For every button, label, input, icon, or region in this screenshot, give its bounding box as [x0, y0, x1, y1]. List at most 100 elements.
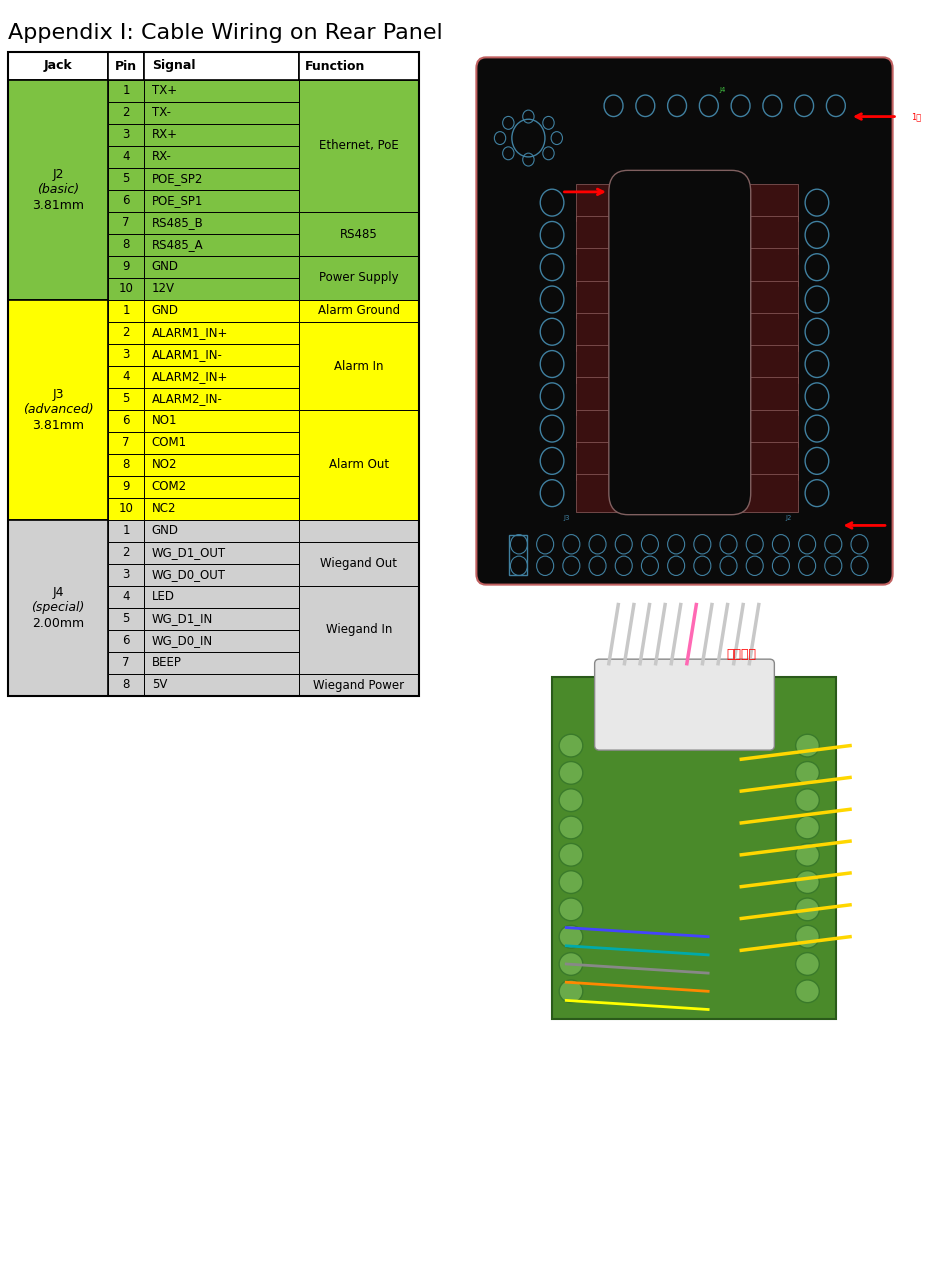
Bar [108, 322, 144, 343]
Bar [144, 366, 299, 388]
Bar [8, 520, 108, 696]
Text: 7: 7 [122, 436, 130, 449]
Bar [144, 279, 299, 300]
Text: 5: 5 [122, 173, 130, 186]
Bar [575, 248, 632, 286]
Bar [108, 410, 144, 432]
Text: Alarm Ground: Alarm Ground [317, 304, 400, 318]
Circle shape [794, 898, 818, 921]
Text: Jack: Jack [44, 60, 72, 73]
Text: TX-: TX- [151, 107, 171, 120]
Bar [575, 443, 632, 480]
Text: Function: Function [304, 60, 365, 73]
Text: 2: 2 [122, 107, 130, 120]
Text: 2: 2 [122, 547, 130, 560]
Circle shape [559, 843, 582, 866]
Text: 9: 9 [122, 261, 130, 273]
Text: 3: 3 [122, 569, 130, 581]
Bar [108, 586, 144, 608]
Text: RS485: RS485 [340, 228, 378, 240]
Bar [144, 52, 299, 80]
Text: NC2: NC2 [151, 502, 176, 515]
Circle shape [794, 843, 818, 866]
Bar [108, 52, 144, 80]
Bar [144, 499, 299, 520]
Text: Power Supply: Power Supply [319, 271, 398, 285]
Bar [144, 80, 299, 102]
Bar [108, 674, 144, 696]
Text: 3: 3 [122, 349, 130, 361]
Text: 10: 10 [119, 502, 134, 515]
Text: (advanced): (advanced) [22, 403, 93, 416]
Text: Alarm In: Alarm In [334, 360, 383, 373]
Bar [108, 366, 144, 388]
FancyBboxPatch shape [594, 659, 774, 750]
Text: 6: 6 [122, 635, 130, 647]
Text: J4: J4 [52, 586, 64, 599]
Bar [299, 80, 419, 212]
Text: 7: 7 [122, 216, 130, 229]
Bar [108, 499, 144, 520]
Text: Pin: Pin [115, 60, 137, 73]
Text: 3.81mm: 3.81mm [32, 198, 84, 212]
Bar [144, 630, 299, 653]
Bar [108, 146, 144, 168]
Bar [108, 190, 144, 212]
Text: Ethernet, PoE: Ethernet, PoE [319, 140, 398, 153]
Circle shape [794, 734, 818, 757]
Circle shape [559, 953, 582, 976]
Bar [575, 184, 632, 221]
Text: 5: 5 [122, 613, 130, 626]
Circle shape [794, 789, 818, 812]
Bar [551, 678, 835, 1019]
Text: GND: GND [151, 304, 178, 318]
Text: BEEP: BEEP [151, 656, 182, 669]
Text: RS485_B: RS485_B [151, 216, 203, 229]
Bar [741, 248, 797, 286]
Bar [144, 476, 299, 499]
Text: WG_D0_OUT: WG_D0_OUT [151, 569, 226, 581]
Text: RS485_A: RS485_A [151, 239, 203, 252]
Text: 2.00mm: 2.00mm [32, 617, 84, 630]
Bar [144, 168, 299, 190]
Circle shape [559, 979, 582, 1002]
Circle shape [559, 925, 582, 948]
Bar [8, 52, 108, 80]
Bar [8, 300, 108, 520]
Text: 3.81mm: 3.81mm [32, 418, 84, 432]
Bar [299, 322, 419, 410]
Bar [108, 256, 144, 279]
Bar [144, 322, 299, 343]
Text: J4: J4 [718, 86, 725, 93]
Bar [299, 410, 419, 520]
Text: WG_D0_IN: WG_D0_IN [151, 635, 213, 647]
Bar [144, 256, 299, 279]
Circle shape [794, 979, 818, 1002]
Bar [8, 80, 108, 300]
Text: RX-: RX- [151, 150, 172, 164]
Text: J3: J3 [52, 388, 64, 401]
Bar [741, 216, 797, 253]
Circle shape [559, 789, 582, 812]
Bar [299, 300, 419, 322]
Text: ALARM2_IN+: ALARM2_IN+ [151, 370, 228, 383]
Circle shape [559, 871, 582, 893]
Text: POE_SP1: POE_SP1 [151, 195, 203, 207]
Bar [108, 168, 144, 190]
Text: 9: 9 [122, 481, 130, 494]
Text: WG_D1_IN: WG_D1_IN [151, 613, 213, 626]
Text: J2: J2 [784, 515, 791, 522]
Text: 7: 7 [122, 656, 130, 669]
Text: 1: 1 [122, 84, 130, 98]
Bar [144, 608, 299, 630]
Text: RX+: RX+ [151, 128, 177, 141]
Bar [108, 520, 144, 542]
Bar [299, 52, 419, 80]
Text: 2: 2 [122, 327, 130, 340]
Text: 8: 8 [122, 239, 130, 252]
Bar [108, 343, 144, 366]
Bar [741, 410, 797, 448]
Text: (special): (special) [32, 602, 84, 614]
Bar [575, 313, 632, 351]
Bar [144, 563, 299, 586]
